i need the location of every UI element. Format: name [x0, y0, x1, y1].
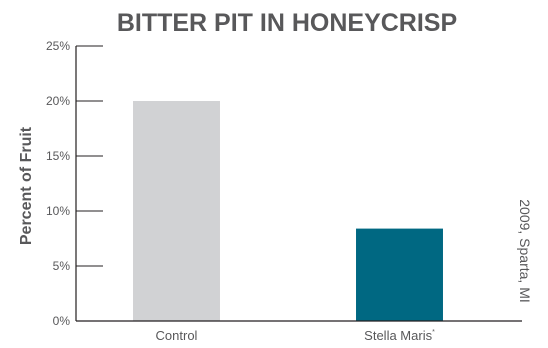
- y-tick-label: 20%: [46, 94, 70, 108]
- axes: [75, 46, 522, 322]
- chart-title: BITTER PIT IN HONEYCRISP: [117, 9, 457, 37]
- x-category-label: Control: [156, 328, 198, 343]
- y-axis-ticks: 0% 5% 10% 15% 20% 25%: [46, 39, 103, 328]
- x-axis-category-labels: Control Stella Maris*: [156, 328, 436, 343]
- y-axis-label: Percent of Fruit: [18, 126, 35, 245]
- y-tick-label: 10%: [46, 204, 70, 218]
- y-tick-label: 25%: [46, 39, 70, 53]
- y-tick-label: 15%: [46, 149, 70, 163]
- site-year-annotation: 2009, Sparta, MI: [517, 199, 533, 303]
- x-category-superscript: *: [432, 329, 435, 336]
- y-tick-label: 0%: [53, 314, 71, 328]
- x-category-text: Stella Maris: [364, 328, 432, 343]
- bars: [133, 101, 443, 321]
- x-category-label: Stella Maris*: [364, 328, 435, 343]
- bar-control: [133, 101, 220, 321]
- bar-stella-maris: [356, 228, 443, 321]
- y-tick-label: 5%: [53, 259, 71, 273]
- x-category-text: Control: [156, 328, 198, 343]
